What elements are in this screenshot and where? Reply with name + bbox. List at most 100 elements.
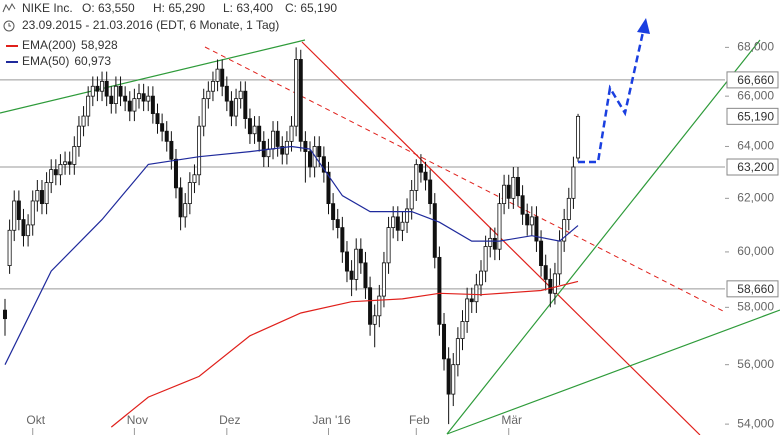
candle-body bbox=[312, 146, 317, 168]
ema-line bbox=[110, 280, 579, 428]
candle-body bbox=[358, 248, 363, 264]
candle-body bbox=[118, 85, 123, 97]
candle-body bbox=[160, 123, 165, 132]
candle-body bbox=[428, 179, 433, 205]
candle-body bbox=[437, 256, 442, 325]
candle-body bbox=[266, 148, 271, 158]
candle-body bbox=[451, 364, 456, 395]
candle-body bbox=[409, 190, 414, 210]
candle-body bbox=[201, 98, 206, 127]
candle-body bbox=[391, 216, 396, 228]
candle-body bbox=[100, 80, 105, 92]
legend-value: 60,973 bbox=[74, 54, 111, 68]
candle-body bbox=[197, 125, 202, 176]
candle-body bbox=[146, 95, 151, 102]
range-text: 23.09.2015 - 21.03.2016 (EDT, 6 Monate, … bbox=[22, 18, 279, 32]
candle-body bbox=[113, 85, 118, 105]
candle-body bbox=[12, 200, 17, 231]
candle-body bbox=[363, 262, 368, 289]
candle-body bbox=[543, 265, 548, 280]
candle-body bbox=[206, 90, 211, 100]
candle-body bbox=[127, 100, 132, 112]
candle-body bbox=[520, 195, 525, 215]
candle-body bbox=[372, 315, 377, 325]
candle-body bbox=[506, 184, 511, 199]
candle-body bbox=[534, 216, 539, 242]
candle-body bbox=[455, 338, 460, 366]
candle-body bbox=[252, 125, 257, 135]
x-tick-label: Dez bbox=[219, 413, 240, 427]
y-tick-label: 58,000 bbox=[737, 300, 774, 314]
candle-body bbox=[381, 262, 386, 297]
candle-body bbox=[340, 227, 345, 253]
candle-body bbox=[247, 118, 252, 135]
candle-body bbox=[303, 140, 308, 152]
candle-body bbox=[76, 125, 81, 147]
candle-body bbox=[488, 237, 493, 247]
candle-body bbox=[548, 278, 553, 294]
candle-body bbox=[414, 164, 419, 191]
candle-body bbox=[298, 59, 303, 142]
candle-body bbox=[67, 161, 72, 165]
candle-body bbox=[423, 171, 428, 181]
candle-body bbox=[72, 146, 77, 165]
candle-body bbox=[164, 130, 169, 142]
candle-body bbox=[317, 146, 322, 158]
y-tick-label: 56,000 bbox=[737, 357, 774, 371]
candle-body bbox=[275, 130, 280, 147]
candle-body bbox=[63, 161, 68, 165]
candle-body bbox=[21, 219, 26, 237]
candle-body bbox=[326, 171, 331, 205]
candle-body bbox=[289, 125, 294, 142]
candle-body bbox=[187, 182, 192, 205]
candle-body bbox=[502, 184, 507, 205]
y-tick-label: 66,000 bbox=[737, 88, 774, 102]
y-tick-label: 68,000 bbox=[737, 40, 774, 54]
candle-body bbox=[53, 169, 58, 176]
candle-body bbox=[229, 100, 234, 117]
candle-body bbox=[515, 176, 520, 197]
candle-body bbox=[529, 216, 534, 226]
candle-body bbox=[571, 166, 576, 199]
y-tick-label: 54,000 bbox=[737, 416, 774, 430]
candle-body bbox=[469, 298, 474, 303]
candle-body bbox=[210, 80, 215, 92]
candle-body bbox=[497, 203, 502, 250]
candle-body bbox=[86, 95, 91, 117]
candle-body bbox=[442, 323, 447, 360]
level-label: 63,200 bbox=[737, 160, 774, 174]
candle-body bbox=[2, 309, 7, 320]
candle-body bbox=[39, 190, 44, 205]
candle-body bbox=[432, 203, 437, 258]
x-tick-label: Feb bbox=[409, 413, 430, 427]
trendline bbox=[446, 309, 780, 435]
candle-body bbox=[354, 248, 359, 280]
candle-body bbox=[7, 229, 12, 267]
legend-label: EMA(50) bbox=[22, 54, 69, 68]
candle-body bbox=[557, 240, 562, 275]
ema-line bbox=[4, 145, 579, 365]
candle-body bbox=[335, 219, 340, 228]
legend-value: 58,928 bbox=[81, 38, 118, 52]
candle-body bbox=[104, 80, 109, 97]
candle-body bbox=[238, 90, 243, 100]
projection-arrow bbox=[578, 31, 645, 164]
candle-body bbox=[257, 125, 262, 142]
candle-body bbox=[566, 197, 571, 220]
candle-body bbox=[474, 284, 479, 303]
candle-body bbox=[349, 270, 354, 280]
candle-body bbox=[173, 158, 178, 189]
price-label: 65,190 bbox=[737, 110, 774, 124]
candle-body bbox=[465, 298, 470, 322]
chart-icon bbox=[2, 2, 16, 13]
candle-body bbox=[169, 140, 174, 160]
price-label-box bbox=[726, 107, 779, 125]
level-label: 66,660 bbox=[737, 73, 774, 87]
candle-body bbox=[478, 270, 483, 286]
candle-body bbox=[405, 208, 410, 223]
candle-body bbox=[90, 85, 95, 97]
level-label-box bbox=[726, 71, 779, 89]
ohlc-info: L: 63,400 bbox=[223, 1, 273, 15]
candle-body bbox=[109, 95, 114, 105]
candle-body bbox=[294, 59, 299, 127]
